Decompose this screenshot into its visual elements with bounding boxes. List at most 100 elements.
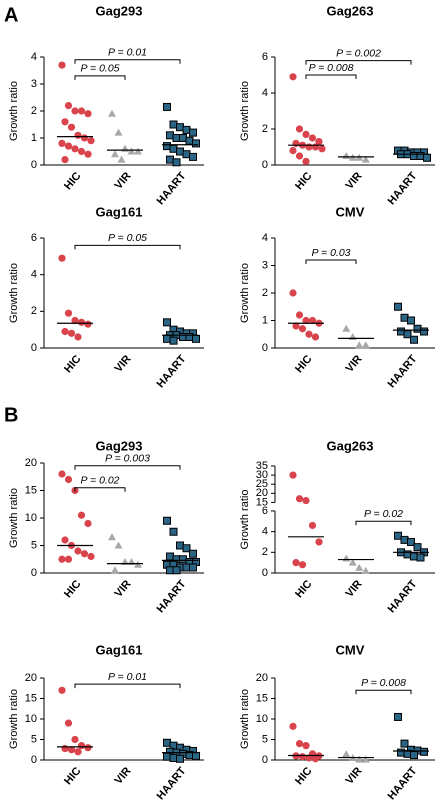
data-point [403, 330, 412, 339]
data-point [311, 333, 320, 341]
x-tick-label: HAART [155, 765, 189, 800]
data-point [172, 566, 181, 575]
y-tick-label: 2 [31, 105, 37, 117]
data-point [289, 289, 297, 297]
x-tick-label: HIC [62, 353, 83, 375]
data-point [413, 543, 422, 552]
data-point [342, 324, 351, 332]
data-point [61, 156, 69, 164]
chart-title: CMV [336, 642, 365, 657]
data-point [397, 327, 405, 336]
y-axis-label: Growth ratio [239, 689, 251, 749]
data-point [189, 563, 197, 572]
data-point [77, 511, 86, 519]
data-point [298, 325, 307, 333]
data-point [410, 335, 418, 344]
y-tick-label: 4 [262, 232, 268, 244]
data-point [413, 324, 422, 333]
significance-bracket [355, 689, 412, 695]
data-point [61, 118, 69, 126]
significance-bracket [74, 487, 126, 492]
data-point [67, 746, 76, 754]
data-point [302, 157, 310, 165]
y-tick-label: 1 [31, 132, 37, 144]
data-point [64, 142, 73, 150]
p-value: P = 0.01 [108, 671, 147, 683]
data-point [166, 131, 174, 140]
data-point [361, 755, 370, 763]
y-axis-label: Growth ratio [239, 81, 251, 141]
y-tick-label: 20 [256, 672, 268, 684]
x-tick-label: HAART [155, 353, 189, 390]
chart-title: Gag161 [96, 204, 143, 219]
p-value: P = 0.008 [361, 677, 406, 689]
data-point [58, 139, 66, 147]
data-point [295, 495, 304, 503]
significance-bracket [305, 259, 357, 264]
data-point [127, 147, 136, 155]
chart-title: Gag293 [96, 438, 143, 453]
data-point [71, 316, 79, 325]
data-point [192, 751, 200, 760]
p-value: P = 0.003 [105, 453, 150, 465]
y-axis-label: Growth ratio [239, 490, 251, 550]
data-point [292, 139, 300, 147]
data-point [361, 341, 370, 349]
data-point [84, 519, 92, 528]
y-axis-label: Growth ratio [239, 263, 251, 323]
y-tick-label: 15 [256, 496, 268, 508]
y-tick-label: 2 [262, 546, 268, 558]
y-tick-label: 35 [256, 460, 268, 472]
data-point [420, 327, 428, 336]
y-tick-label: 15 [25, 692, 37, 704]
data-point [111, 150, 119, 158]
y-tick-label: 0 [262, 342, 268, 354]
data-point [58, 555, 66, 563]
y-tick-label: 6 [262, 505, 268, 517]
data-point [292, 559, 300, 567]
data-point [295, 125, 304, 133]
data-point [84, 150, 92, 158]
data-point [311, 143, 320, 151]
data-point [84, 744, 92, 752]
data-point [67, 329, 76, 337]
data-point [172, 158, 181, 167]
data-point [176, 541, 184, 550]
significance-bracket [74, 75, 126, 80]
data-point [302, 130, 310, 138]
data-point [74, 547, 82, 555]
x-tick-label: HIC [62, 765, 83, 787]
data-point [295, 152, 304, 160]
y-tick-label: 15 [25, 484, 37, 496]
data-point [318, 145, 326, 153]
x-tick-label: VIR [113, 353, 134, 375]
data-point [420, 747, 428, 756]
data-point [166, 552, 174, 561]
data-point [67, 123, 76, 131]
data-point [416, 553, 425, 562]
data-point [77, 147, 86, 156]
y-tick-label: 0 [31, 159, 37, 171]
x-tick-label: HAART [386, 578, 420, 615]
y-tick-label: 3 [262, 259, 268, 271]
y-tick-label: 20 [25, 672, 37, 684]
data-point [61, 744, 69, 753]
p-value: P = 0.002 [336, 47, 381, 59]
data-point [355, 563, 364, 571]
data-point [166, 155, 174, 164]
y-tick-label: 6 [262, 51, 268, 63]
significance-bracket [355, 520, 412, 526]
x-tick-label: VIR [344, 353, 365, 375]
data-point [311, 755, 320, 763]
data-point [305, 143, 313, 151]
data-point [407, 316, 415, 325]
data-point [394, 712, 402, 721]
data-point [400, 739, 409, 748]
data-point [64, 719, 73, 727]
data-point [169, 336, 178, 345]
y-tick-label: 3 [31, 78, 37, 90]
data-point [305, 754, 313, 762]
data-point [71, 107, 79, 115]
x-tick-label: HAART [155, 578, 189, 615]
x-tick-label: HIC [293, 765, 314, 787]
